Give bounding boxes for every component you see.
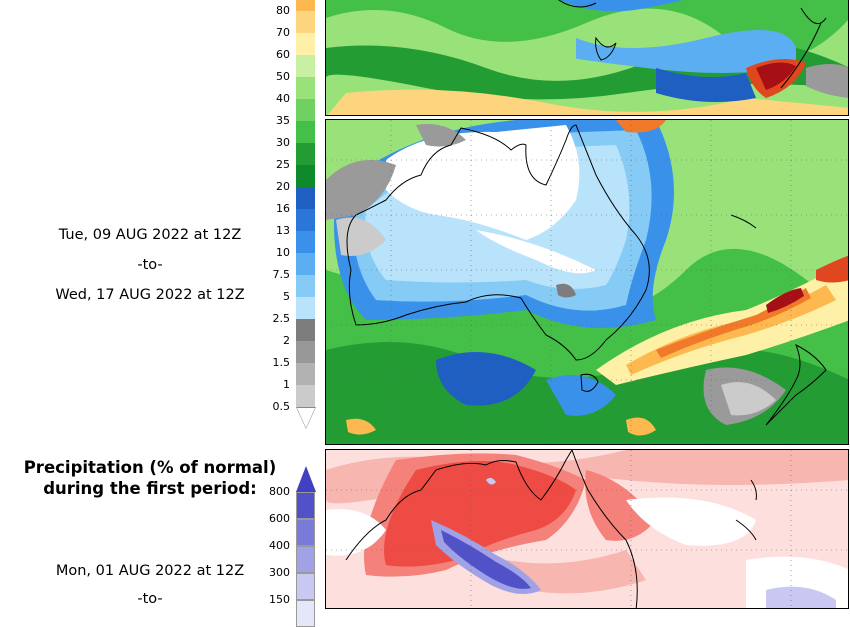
pct-legend-color-box	[296, 492, 315, 519]
legend-color-box	[296, 341, 315, 363]
legend-tick-label: 1	[283, 378, 290, 391]
pct-legend-color-box	[296, 519, 315, 546]
legend-tick-label: 80	[276, 4, 290, 17]
legend-color-box	[296, 275, 315, 297]
legend-color-box	[296, 363, 315, 385]
legend-color-box	[296, 0, 315, 11]
pct-period-separator: -to-	[137, 591, 163, 607]
legend-color-box	[296, 77, 315, 99]
legend-color-box	[296, 231, 315, 253]
map-panel-percent-normal	[325, 449, 849, 609]
legend-tick-label: 10	[276, 246, 290, 259]
legend-tick-label: 7.5	[272, 268, 291, 281]
legend-tick-label: 60	[276, 48, 290, 61]
pct-legend-tick-label: 600	[269, 512, 290, 525]
legend-color-box	[296, 55, 315, 77]
period-start-date: Tue, 09 AUG 2022 at 12Z	[58, 227, 242, 243]
map-panel-period-total	[325, 119, 849, 445]
pct-heading-line1: Precipitation (% of normal)	[23, 458, 277, 477]
legend-color-box	[296, 253, 315, 275]
legend-color-box	[296, 385, 315, 407]
legend-color-box	[296, 165, 315, 187]
legend-color-box	[296, 209, 315, 231]
legend-color-box	[296, 319, 315, 341]
legend-tick-label: 5	[283, 290, 290, 303]
legend-color-box	[296, 121, 315, 143]
legend-tick-label: 25	[276, 158, 290, 171]
legend-tick-label: 16	[276, 202, 290, 215]
legend-tick-label: 50	[276, 70, 290, 83]
pct-legend-tick-label: 300	[269, 566, 290, 579]
legend-color-box	[296, 187, 315, 209]
pct-legend-tick-label: 400	[269, 539, 290, 552]
pct-legend-color-box	[296, 573, 315, 600]
legend-tick-label: 70	[276, 26, 290, 39]
legend-down-arrow-icon	[296, 407, 316, 429]
map-panel-previous	[325, 0, 849, 116]
pct-period-start-date: Mon, 01 AUG 2022 at 12Z	[55, 563, 245, 579]
legend-tick-label: 0.5	[272, 400, 291, 413]
legend-tick-label: 1.5	[272, 356, 291, 369]
legend-tick-label: 40	[276, 92, 290, 105]
legend-tick-label: 2	[283, 334, 290, 347]
legend-tick-label: 13	[276, 224, 290, 237]
legend-color-box	[296, 297, 315, 319]
legend-tick-label: 2.5	[272, 312, 291, 325]
pct-legend-color-box	[296, 600, 315, 627]
legend-color-box	[296, 33, 315, 55]
legend-color-box	[296, 11, 315, 33]
legend-up-arrow-icon	[296, 466, 316, 492]
pct-legend-color-box	[296, 546, 315, 573]
legend-tick-label: 20	[276, 180, 290, 193]
pct-legend-tick-label: 800	[269, 485, 290, 498]
pct-heading-line2: during the first period:	[43, 479, 257, 498]
legend-tick-label: 30	[276, 136, 290, 149]
period-end-date: Wed, 17 AUG 2022 at 12Z	[55, 287, 245, 303]
legend-color-box	[296, 99, 315, 121]
period-separator: -to-	[137, 257, 163, 273]
legend-tick-label: 35	[276, 114, 290, 127]
legend-color-box	[296, 143, 315, 165]
